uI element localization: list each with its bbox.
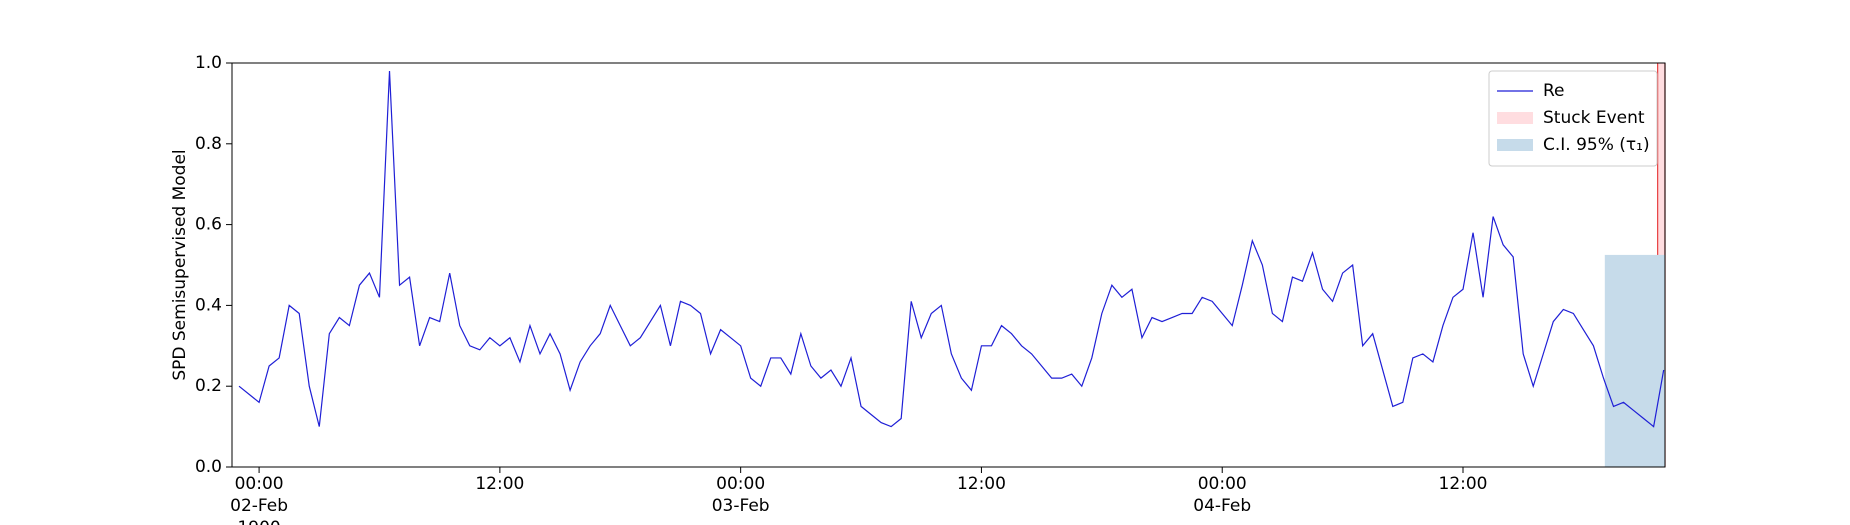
legend-swatch: [1497, 112, 1533, 124]
legend-label: Re: [1543, 81, 1565, 101]
y-tick-label: 0.8: [195, 134, 222, 154]
legend-label: C.I. 95% (τ₁): [1543, 135, 1650, 155]
y-tick-label: 0.2: [195, 376, 222, 396]
data-line: [238, 71, 1665, 428]
x-tick-label: 00:00: [716, 474, 765, 494]
x-tick-label: 02-Feb: [230, 496, 288, 516]
y-tick-label: 0.0: [195, 457, 222, 477]
x-tick-label: 12:00: [1439, 474, 1488, 494]
x-tick-label: 00:00: [235, 474, 284, 494]
y-tick-label: 1.0: [195, 53, 222, 73]
legend-label: Stuck Event: [1543, 108, 1645, 128]
y-axis-label: SPD Semisupervised Model: [170, 149, 190, 380]
x-tick-label: 04-Feb: [1193, 496, 1251, 516]
x-tick-label: 12:00: [957, 474, 1006, 494]
span: [1604, 254, 1665, 467]
axes-frame: [231, 62, 1666, 468]
y-tick-label: 0.4: [195, 295, 222, 315]
legend-swatch: [1497, 139, 1533, 151]
x-tick-label: 03-Feb: [712, 496, 770, 516]
x-tick-label: 00:00: [1198, 474, 1247, 494]
x-tick-label: 12:00: [475, 474, 524, 494]
y-tick-label: 0.6: [195, 215, 222, 235]
x-tick-label: 1900: [237, 518, 280, 525]
